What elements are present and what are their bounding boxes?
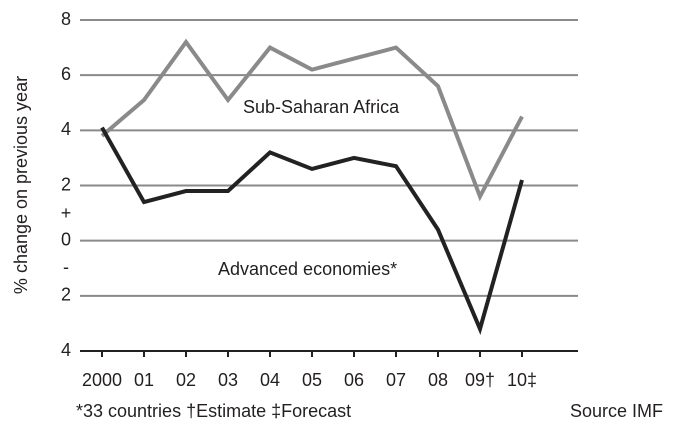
y-axis-label: % change on previous year — [11, 76, 31, 294]
x-tick-label: 08 — [428, 370, 448, 390]
x-tick-label: 04 — [260, 370, 280, 390]
x-tick-label: 10‡ — [507, 370, 537, 390]
x-tick-label: 02 — [176, 370, 196, 390]
x-tick-label: 01 — [134, 370, 154, 390]
footnote: *33 countries †Estimate ‡Forecast — [76, 401, 351, 421]
annotation: + — [61, 203, 72, 223]
annotation: - — [63, 257, 69, 277]
y-tick-label: 2 — [61, 174, 71, 194]
x-tick-label: 07 — [386, 370, 406, 390]
x-tick-label: 06 — [344, 370, 364, 390]
x-tick-label: 2000 — [82, 370, 122, 390]
x-tick-label: 05 — [302, 370, 322, 390]
y-tick-label: 0 — [61, 229, 71, 249]
x-tick-label: 09† — [465, 370, 495, 390]
source: Source IMF — [570, 401, 663, 421]
x-tick-label: 03 — [218, 370, 238, 390]
y-tick-label: 2 — [61, 285, 71, 305]
y-tick-label: 4 — [61, 119, 71, 139]
y-tick-label: 4 — [61, 340, 71, 360]
series-label: Advanced economies* — [218, 259, 397, 279]
y-tick-label: 8 — [61, 9, 71, 29]
series-line — [100, 126, 524, 335]
series-line — [100, 38, 524, 202]
series-label: Sub-Saharan Africa — [243, 97, 400, 117]
y-tick-label: 6 — [61, 64, 71, 84]
